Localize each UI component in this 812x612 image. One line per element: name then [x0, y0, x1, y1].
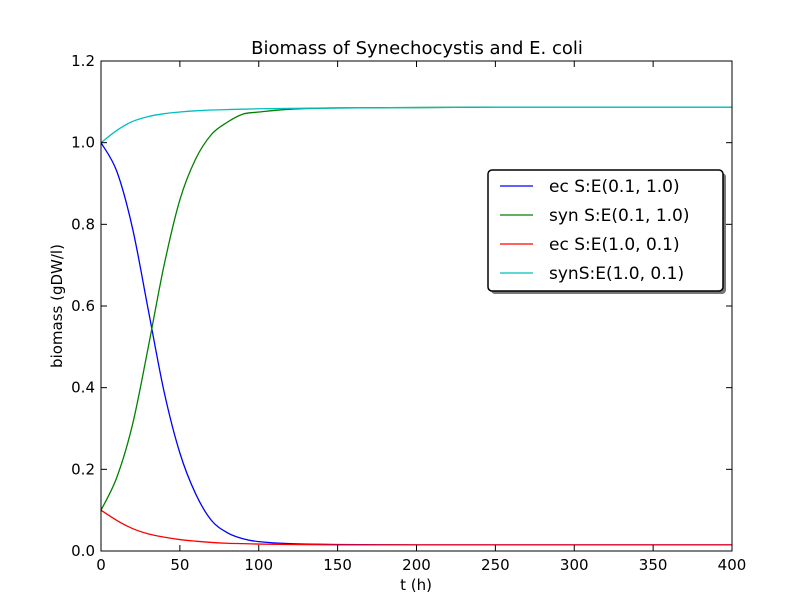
plot-lines	[100, 106, 732, 546]
y-tick-label: 0.8	[71, 215, 95, 233]
legend-label: synS:E(1.0, 0.1)	[549, 264, 684, 284]
series-line-2	[100, 106, 732, 511]
x-tick-label: 300	[560, 556, 589, 574]
x-tick-label: 350	[639, 556, 668, 574]
x-tick-label: 400	[718, 556, 747, 574]
legend: ec S:E(0.1, 1.0) syn S:E(0.1, 1.0) ec S:E(…	[487, 169, 726, 294]
chart-title: Biomass of Synechocystis and E. coli	[251, 38, 583, 59]
legend-label: ec S:E(0.1, 1.0)	[549, 177, 680, 197]
y-tick-label: 1.2	[71, 52, 95, 70]
series-line-3	[100, 509, 732, 546]
series-line-4	[100, 106, 732, 144]
x-tick-label: 250	[481, 556, 510, 574]
y-tick-label: 1.0	[71, 134, 95, 152]
y-axis: 0.0 0.2 0.4 0.6 0.8 1.0 1.2	[71, 52, 732, 560]
y-tick-label: 0.0	[71, 542, 95, 560]
x-tick-label: 0	[96, 556, 106, 574]
x-tick-label: 100	[244, 556, 273, 574]
y-tick-label: 0.6	[71, 297, 95, 315]
x-tick-label: 200	[402, 556, 431, 574]
x-axis-label: t (h)	[400, 576, 432, 594]
y-axis-label: biomass (gDW/l)	[48, 244, 66, 368]
plot-frame	[100, 60, 733, 552]
x-tick-label: 150	[323, 556, 352, 574]
legend-label: ec S:E(1.0, 0.1)	[549, 235, 680, 255]
legend-box	[487, 169, 724, 292]
y-tick-label: 0.4	[71, 379, 95, 397]
y-tick-label: 0.2	[71, 460, 95, 478]
x-axis: 0 50 100 150 200 250 300 350 400	[96, 61, 746, 574]
legend-label: syn S:E(0.1, 1.0)	[549, 206, 690, 226]
x-tick-label: 50	[170, 556, 189, 574]
